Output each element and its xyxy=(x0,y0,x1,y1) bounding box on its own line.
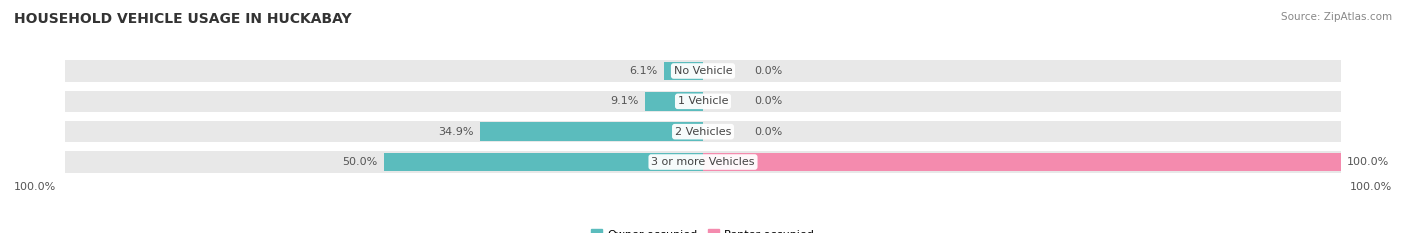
Text: 9.1%: 9.1% xyxy=(610,96,638,106)
Text: 100.0%: 100.0% xyxy=(1350,182,1392,192)
Bar xyxy=(703,151,1341,173)
Bar xyxy=(703,60,1341,82)
Text: 2 Vehicles: 2 Vehicles xyxy=(675,127,731,137)
Bar xyxy=(481,122,703,141)
Text: 3 or more Vehicles: 3 or more Vehicles xyxy=(651,157,755,167)
Bar xyxy=(384,153,703,171)
Text: 0.0%: 0.0% xyxy=(754,66,782,76)
Text: 6.1%: 6.1% xyxy=(630,66,658,76)
Text: 0.0%: 0.0% xyxy=(754,96,782,106)
Text: No Vehicle: No Vehicle xyxy=(673,66,733,76)
Text: 0.0%: 0.0% xyxy=(754,127,782,137)
Text: Source: ZipAtlas.com: Source: ZipAtlas.com xyxy=(1281,12,1392,22)
Bar xyxy=(703,91,1341,112)
Legend: Owner-occupied, Renter-occupied: Owner-occupied, Renter-occupied xyxy=(586,225,820,233)
Bar xyxy=(65,91,703,112)
Text: 1 Vehicle: 1 Vehicle xyxy=(678,96,728,106)
Bar xyxy=(65,151,703,173)
Text: 50.0%: 50.0% xyxy=(343,157,378,167)
Bar xyxy=(664,62,703,80)
Bar xyxy=(65,121,703,142)
Bar xyxy=(703,153,1341,171)
Bar xyxy=(645,92,703,111)
Text: 100.0%: 100.0% xyxy=(1347,157,1389,167)
Text: 100.0%: 100.0% xyxy=(14,182,56,192)
Text: HOUSEHOLD VEHICLE USAGE IN HUCKABAY: HOUSEHOLD VEHICLE USAGE IN HUCKABAY xyxy=(14,12,352,26)
Text: 34.9%: 34.9% xyxy=(439,127,474,137)
Bar xyxy=(703,121,1341,142)
Bar xyxy=(65,60,703,82)
